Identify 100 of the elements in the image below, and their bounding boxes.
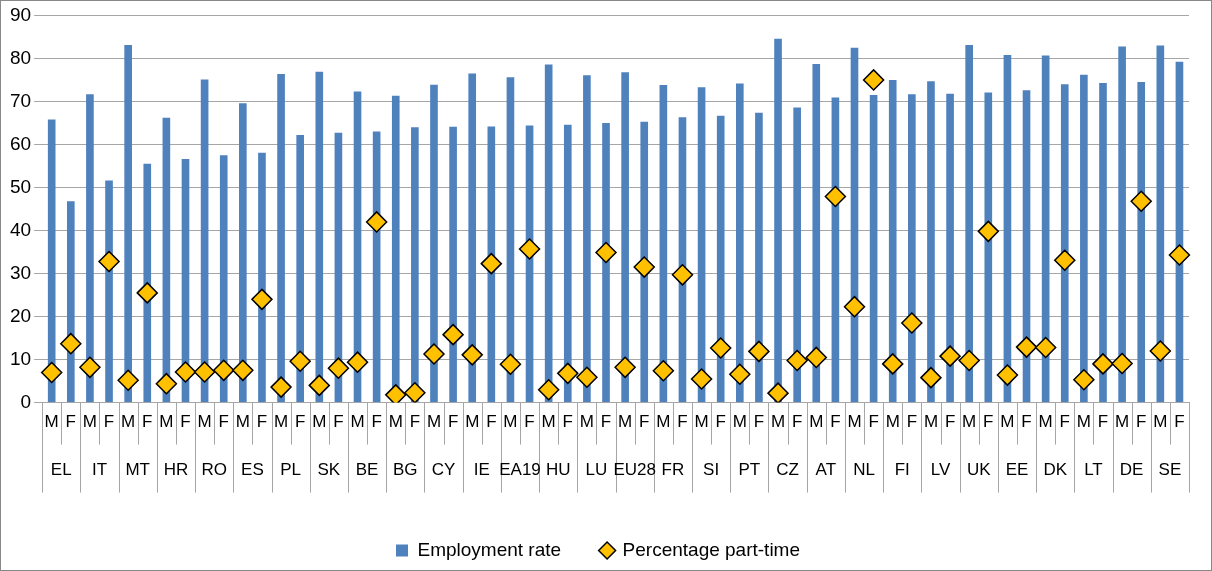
- point: [518, 238, 541, 260]
- x-tick-label: M: [1000, 412, 1015, 432]
- point: [98, 250, 120, 273]
- y-tick-label: 10: [9, 347, 32, 369]
- x-tick-label: M: [426, 412, 442, 432]
- legend-label: Percentage part-time: [622, 538, 801, 560]
- bar: [927, 81, 935, 403]
- point: [193, 361, 216, 383]
- x-tick-label: F: [409, 412, 421, 432]
- point: [843, 295, 866, 318]
- text: NL: [853, 460, 875, 480]
- text: ES: [241, 460, 264, 480]
- bar: [755, 112, 763, 403]
- text: PL: [280, 460, 302, 480]
- text: BG: [393, 460, 418, 480]
- point: [40, 361, 63, 384]
- text: IE: [473, 460, 490, 480]
- x-tick-label: F: [868, 412, 879, 432]
- text: LV: [930, 460, 951, 480]
- point: [786, 349, 808, 372]
- bar: [430, 84, 438, 403]
- text: FI: [894, 460, 910, 480]
- text: BE: [355, 460, 379, 480]
- bar: [277, 73, 285, 403]
- point: [996, 364, 1019, 386]
- x-tick-label: F: [791, 412, 803, 432]
- text: LU: [585, 460, 608, 480]
- point: [652, 360, 675, 382]
- text: SE: [1158, 460, 1182, 480]
- point: [977, 220, 1000, 243]
- x-tick-label: M: [1115, 412, 1130, 432]
- point: [327, 357, 350, 379]
- x-tick-label: M: [885, 412, 900, 432]
- point: [537, 378, 560, 401]
- point: [1054, 249, 1076, 271]
- bar: [716, 115, 725, 403]
- x-tick-label: M: [121, 412, 136, 432]
- x-tick-label: F: [677, 412, 688, 432]
- point: [174, 361, 197, 383]
- x-tick-label: M: [388, 412, 403, 432]
- text: LT: [1084, 460, 1103, 480]
- point: [1092, 353, 1114, 375]
- x-tick-label: M: [1153, 412, 1168, 432]
- x-tick-label: F: [447, 412, 459, 432]
- point: [136, 282, 159, 304]
- point: [461, 344, 483, 366]
- x-tick-label: F: [1021, 412, 1032, 432]
- bar: [124, 45, 132, 403]
- x-tick-label: M: [656, 412, 671, 432]
- point: [117, 369, 139, 391]
- point: [576, 366, 598, 388]
- x-tick-label: M: [923, 412, 939, 432]
- text: PT: [738, 460, 761, 480]
- text: DK: [1043, 460, 1068, 480]
- point: [824, 185, 847, 208]
- bar: [735, 83, 744, 403]
- y-tick-label: 90: [9, 3, 32, 25]
- x-tick-label: M: [847, 412, 862, 432]
- y-tick-label: 50: [9, 175, 32, 197]
- bar: [965, 45, 974, 403]
- point: [958, 349, 980, 372]
- point: [60, 332, 82, 355]
- point: [270, 376, 292, 398]
- x-tick-label: F: [906, 412, 918, 432]
- text: SK: [317, 460, 341, 480]
- text: EU28: [613, 460, 656, 480]
- text: IT: [91, 460, 108, 480]
- x-tick-label: F: [983, 412, 994, 432]
- point: [614, 356, 636, 379]
- x-tick-label: M: [809, 412, 824, 432]
- x-tick-label: F: [371, 412, 382, 432]
- point: [1034, 336, 1057, 359]
- bar: [449, 126, 457, 403]
- point: [251, 288, 273, 311]
- bar: [888, 79, 897, 403]
- text: CZ: [776, 460, 799, 480]
- bar: [1080, 74, 1088, 403]
- bar: [86, 94, 94, 403]
- bar: [47, 119, 56, 403]
- bar: [1099, 82, 1107, 403]
- y-tick-label: 40: [9, 218, 32, 240]
- x-tick-label: F: [1174, 412, 1185, 432]
- x-tick-label: M: [350, 412, 365, 432]
- y-tick-label: 0: [20, 390, 32, 412]
- x-tick-label: F: [333, 412, 344, 432]
- point: [1149, 340, 1172, 362]
- point: [767, 382, 789, 403]
- text: HR: [163, 460, 189, 480]
- text: DE: [1119, 460, 1144, 480]
- bar: [640, 121, 649, 403]
- point: [79, 356, 101, 379]
- point: [901, 312, 923, 334]
- point: [442, 323, 464, 346]
- bar: [774, 38, 782, 403]
- x-tick-label: F: [65, 412, 76, 432]
- x-tick-label: F: [180, 412, 191, 432]
- point: [709, 337, 732, 359]
- bar: [296, 135, 304, 403]
- y-tick-label: 20: [9, 304, 32, 326]
- x-tick-label: F: [639, 412, 650, 432]
